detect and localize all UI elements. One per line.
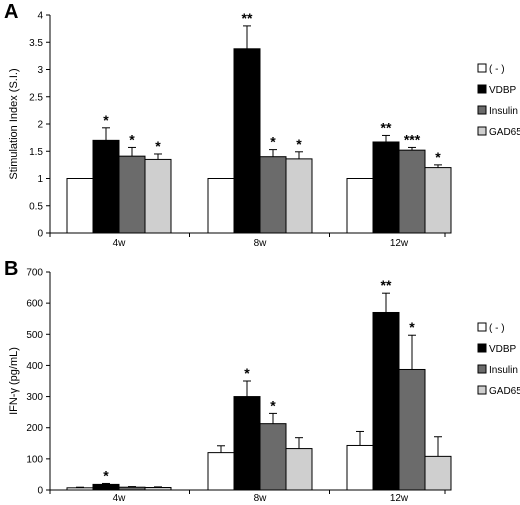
- bar: [66, 487, 94, 491]
- bar: [346, 178, 374, 234]
- bar: [233, 48, 261, 234]
- y-tick-label: 0: [37, 229, 43, 240]
- y-tick-label: 100: [26, 454, 43, 465]
- significance-marker: *: [409, 319, 415, 335]
- panel-label: A: [4, 1, 18, 23]
- significance-marker: *: [129, 131, 135, 147]
- bar: [144, 487, 172, 491]
- y-axis-label: Stimulation Index (S.I.): [8, 68, 20, 179]
- y-axis-label: IFN-γ (pg/mL): [8, 347, 20, 415]
- panel-label: B: [4, 258, 18, 280]
- bar: [372, 141, 400, 234]
- bar: [118, 486, 146, 491]
- y-tick-label: 0.5: [29, 201, 43, 212]
- legend-swatch: [477, 343, 487, 353]
- legend-entry: Insulin: [489, 106, 518, 117]
- significance-marker: *: [103, 112, 109, 128]
- legend-entry: VDBP: [489, 85, 517, 96]
- y-tick-label: 700: [26, 268, 43, 279]
- bar: [66, 178, 94, 234]
- x-tick-label: 4w: [113, 238, 127, 249]
- legend-swatch: [477, 322, 487, 332]
- bar: [398, 149, 426, 234]
- x-tick-label: 4w: [113, 493, 127, 504]
- legend-swatch: [477, 63, 487, 73]
- bar: [207, 178, 235, 234]
- bar: [398, 368, 426, 491]
- significance-marker: *: [296, 136, 302, 152]
- legend-entry: Insulin: [489, 365, 518, 376]
- legend-swatch: [477, 126, 487, 136]
- bar: [207, 452, 235, 491]
- y-tick-label: 200: [26, 423, 43, 434]
- bar: [424, 455, 452, 491]
- bar: [372, 311, 400, 491]
- legend-entry: ( - ): [489, 323, 505, 334]
- legend-swatch: [477, 385, 487, 395]
- significance-marker: *: [270, 397, 276, 413]
- bar: [233, 396, 261, 491]
- bar: [285, 448, 313, 491]
- bar: [92, 483, 120, 491]
- significance-marker: *: [244, 365, 250, 381]
- legend-entry: VDBP: [489, 344, 517, 355]
- significance-marker: *: [103, 467, 109, 483]
- x-tick-label: 8w: [254, 238, 268, 249]
- x-tick-label: 8w: [254, 493, 268, 504]
- x-tick-label: 12w: [390, 493, 409, 504]
- y-tick-label: 1: [37, 174, 43, 185]
- significance-marker: **: [242, 10, 253, 26]
- significance-marker: ***: [404, 131, 421, 147]
- y-tick-label: 3: [37, 65, 43, 76]
- significance-marker: **: [381, 277, 392, 293]
- legend-swatch: [477, 105, 487, 115]
- y-tick-label: 3.5: [29, 38, 43, 49]
- significance-marker: **: [381, 119, 392, 135]
- bar: [259, 423, 287, 491]
- y-tick-label: 2.5: [29, 92, 43, 103]
- significance-marker: *: [155, 138, 161, 154]
- bar: [285, 158, 313, 234]
- y-tick-label: 400: [26, 361, 43, 372]
- y-tick-label: 4: [37, 11, 43, 22]
- y-tick-label: 1.5: [29, 147, 43, 158]
- significance-marker: *: [435, 149, 441, 165]
- bar: [259, 156, 287, 234]
- legend-entry: ( - ): [489, 64, 505, 75]
- x-tick-label: 12w: [390, 238, 409, 249]
- y-tick-label: 600: [26, 299, 43, 310]
- y-tick-label: 2: [37, 120, 43, 131]
- bar: [424, 167, 452, 234]
- y-tick-label: 300: [26, 392, 43, 403]
- y-tick-label: 500: [26, 330, 43, 341]
- legend-entry: GAD65: [489, 386, 520, 397]
- bar: [144, 158, 172, 234]
- bar: [92, 139, 120, 234]
- bar: [346, 444, 374, 491]
- y-tick-label: 0: [37, 486, 43, 497]
- legend-entry: GAD65: [489, 127, 520, 138]
- significance-marker: *: [270, 134, 276, 150]
- bar: [118, 155, 146, 234]
- legend-swatch: [477, 364, 487, 374]
- legend-swatch: [477, 84, 487, 94]
